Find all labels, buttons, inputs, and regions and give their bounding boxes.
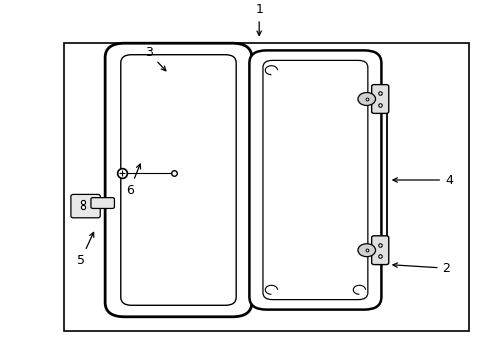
FancyBboxPatch shape [91, 198, 114, 208]
Text: 3: 3 [145, 46, 165, 71]
Circle shape [357, 244, 375, 257]
Text: 6: 6 [125, 164, 141, 197]
Text: 4: 4 [392, 174, 452, 186]
Circle shape [357, 93, 375, 105]
Text: 1: 1 [255, 3, 263, 35]
Bar [63, 43, 468, 331]
FancyBboxPatch shape [105, 43, 251, 317]
Text: 2: 2 [392, 262, 449, 275]
FancyBboxPatch shape [371, 85, 388, 113]
FancyBboxPatch shape [249, 50, 381, 310]
Text: 5: 5 [77, 233, 94, 267]
FancyBboxPatch shape [371, 236, 388, 265]
FancyBboxPatch shape [71, 194, 100, 218]
